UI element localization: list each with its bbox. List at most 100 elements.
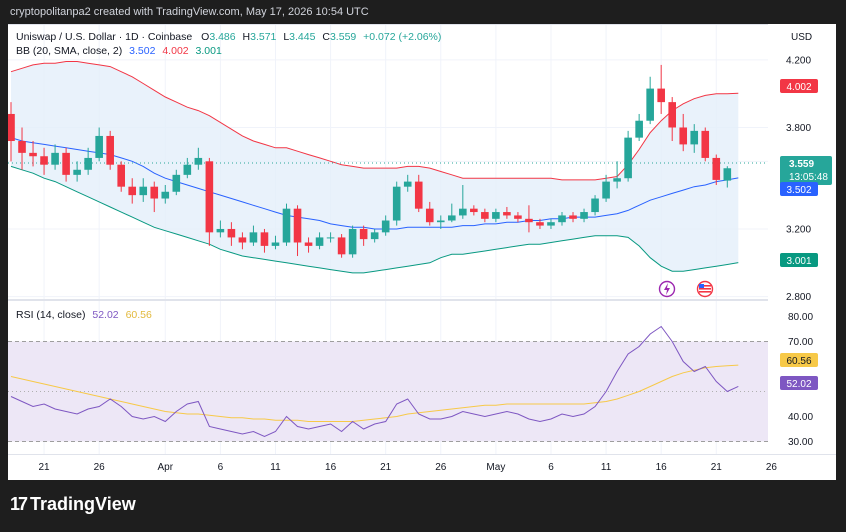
high-label: H [243,31,251,43]
candle [183,157,192,179]
candle-body [73,169,81,175]
badge-bb-basis-text: 3.502 [786,185,811,196]
candle [205,157,214,246]
candle-body [525,218,533,223]
candle-body [304,242,313,246]
candle [403,174,412,192]
candle [536,218,544,229]
x-tick-label: 21 [711,462,723,473]
candle-body [249,232,258,243]
candle [381,215,390,236]
y-tick-label: 3.200 [786,224,811,235]
candle [348,225,357,258]
candle-body [29,152,37,157]
chart-svg[interactable]: Uniswap / U.S. Dollar · 1D · Coinbase O3… [7,24,836,480]
candle [194,147,203,170]
currency-label[interactable]: USD [791,32,812,43]
candle-body [470,208,478,213]
candle [525,205,533,233]
candle [470,205,478,216]
candle-body [337,237,346,255]
candle [304,237,313,253]
candle-body [260,232,269,246]
rsi-legend-label: RSI (14, close) [16,309,85,321]
us-flag-icon[interactable] [696,280,714,298]
badge-rsi-ma: 60.56 [780,353,818,367]
candle [238,232,247,250]
candle [18,127,26,170]
bb-legend-label: BB (20, SMA, close, 2) [16,45,122,57]
x-tick-label: 21 [38,462,50,473]
candle [414,174,423,213]
tradingview-logo[interactable]: 17 TradingView [10,494,136,515]
candle [591,195,599,216]
candle-body [51,152,59,165]
footer [0,480,846,532]
candle [657,64,665,114]
candle-body [679,127,688,145]
bollinger-lower-line [10,165,739,274]
candle-body [238,237,247,243]
badge-bb-upper-text: 4.002 [786,82,811,93]
candle-body [436,220,445,223]
y-tick-label: 2.800 [786,292,811,303]
x-tick-label: 6 [218,462,224,473]
candle [249,225,258,246]
candle-body [635,120,643,138]
candle [448,203,456,223]
candle [73,161,81,182]
rsi-legend[interactable]: RSI (14, close) 52.02 60.56 [16,309,152,321]
candle [514,212,522,223]
candle-body [381,220,390,233]
candle-body [481,212,489,219]
badge-countdown-text: 13:05:48 [789,172,828,183]
candle [40,147,48,175]
candle [635,113,643,142]
candle [172,169,181,196]
lightning-icon[interactable] [658,280,676,298]
rsi-y-tick-label: 40.00 [788,412,813,423]
badge-last-price-text: 3.559 [789,159,814,170]
x-axis-ticks[interactable]: 21 26 Apr 6 11 16 21 26 May 6 11 16 21 26 [38,462,777,473]
candle-body [591,198,599,213]
candle-body [359,228,368,240]
candle [690,124,699,153]
price-axis[interactable] [768,24,836,480]
badge-bb-lower-text: 3.001 [786,256,811,267]
y-tick-label: 4.200 [786,55,811,66]
candle-body [425,208,434,223]
candle [425,201,434,226]
x-tick-label: 16 [656,462,668,473]
candle-body [613,178,621,182]
low-value: 3.445 [289,31,315,43]
x-tick-label: Apr [157,462,173,473]
chart-frame[interactable]: Uniswap / U.S. Dollar · 1D · Coinbase O3… [7,24,836,480]
candle-body [293,208,302,243]
candle-body [205,161,214,233]
badge-bb-upper: 4.002 [780,79,818,93]
candle [679,113,688,152]
candle-body [414,181,423,209]
y-tick-label: 3.800 [786,123,811,134]
tradingview-mark-icon: 17 [10,494,28,514]
high-value: 3.571 [250,31,276,43]
candle [161,184,170,204]
candle [84,147,92,175]
candle [392,181,401,226]
bb-legend[interactable]: BB (20, SMA, close, 2) 3.502 4.002 3.001 [16,45,222,57]
open-value: 3.486 [209,31,235,43]
candle-body [624,137,632,179]
candle-body [62,152,70,175]
candle-body [536,222,544,226]
candle-body [690,130,699,145]
pane-separator[interactable] [8,299,836,301]
candle-body [150,186,159,199]
candle [216,220,225,238]
candle [569,212,577,223]
x-tick-label: 6 [548,462,554,473]
candle [558,212,566,226]
candle [712,154,721,185]
candle-body [668,102,676,128]
candle [117,161,125,192]
candle-body [183,164,192,175]
